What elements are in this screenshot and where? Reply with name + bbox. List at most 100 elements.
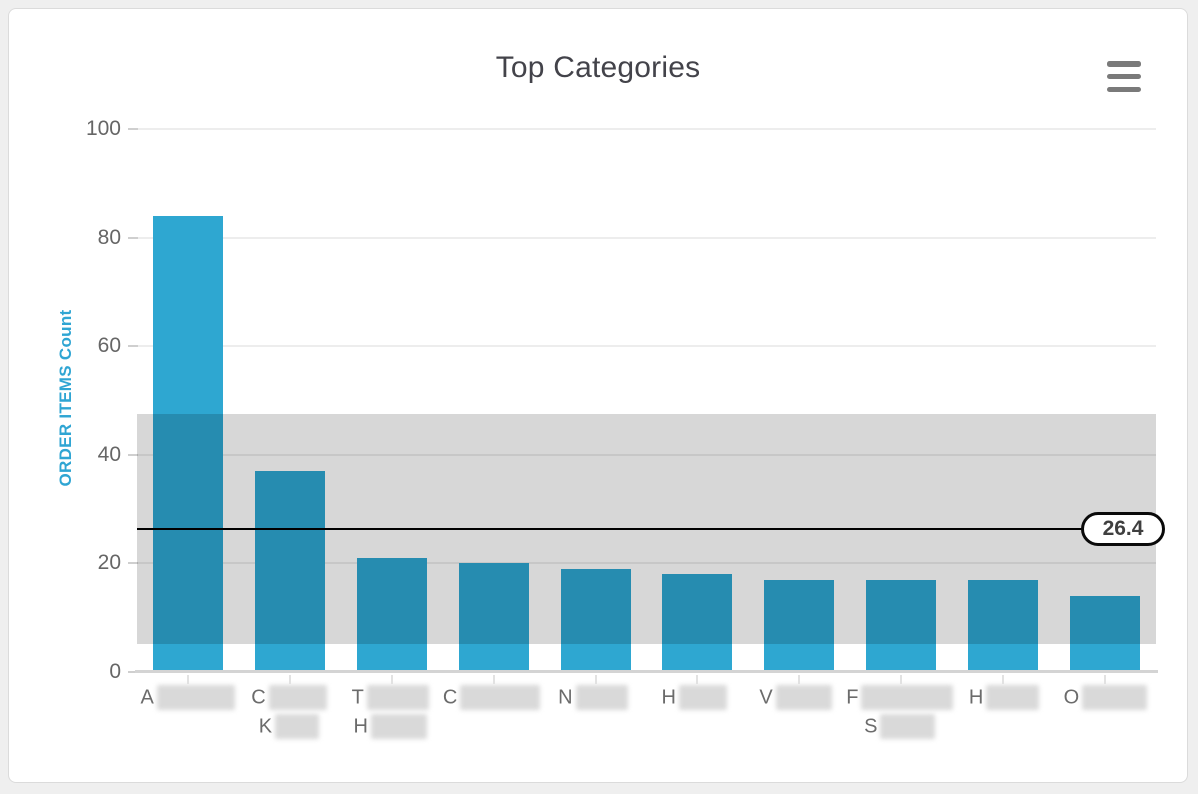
category-label-text: K [258, 715, 273, 738]
bar[interactable] [458, 563, 529, 672]
category-label: N [542, 683, 643, 740]
y-tick-label: 80 [97, 225, 121, 249]
x-tick-mark [390, 675, 393, 684]
category-label-text: H [661, 686, 676, 709]
y-tick-label: 60 [97, 334, 121, 358]
category-label-line: T [340, 683, 441, 712]
bar[interactable] [152, 215, 223, 672]
category-label-text: T [351, 686, 364, 709]
hamburger-bar [1107, 86, 1141, 92]
bar[interactable] [1070, 595, 1141, 672]
category-label-text: A [140, 686, 154, 709]
bar[interactable] [764, 579, 835, 672]
redaction-box [268, 685, 327, 711]
bar-slot [545, 129, 647, 672]
category-label-line: C [441, 683, 542, 712]
y-tick-mark [128, 128, 138, 130]
bar-slot [137, 129, 239, 672]
hamburger-bar [1107, 73, 1141, 80]
category-label-text: V [759, 686, 773, 709]
x-tick-mark [186, 675, 189, 684]
category-label-line: A [137, 683, 238, 712]
redaction-box [366, 685, 429, 711]
bar[interactable] [560, 568, 631, 672]
category-label-text: F [846, 686, 859, 709]
bar[interactable] [866, 579, 937, 672]
bars-container [137, 129, 1156, 672]
y-tick-mark [128, 671, 138, 673]
redaction-box [678, 685, 727, 711]
x-tick-mark [1104, 675, 1107, 684]
category-label: C [441, 683, 542, 740]
category-label-line: H [340, 712, 441, 741]
x-tick-mark [798, 675, 801, 684]
grid-line [137, 562, 1156, 565]
category-label-text: H [968, 686, 984, 709]
bar-slot [239, 129, 341, 672]
category-label-text: C [251, 686, 266, 709]
x-tick-mark [492, 675, 495, 684]
x-tick-mark [288, 675, 291, 684]
redaction-box [986, 685, 1040, 711]
bar[interactable] [968, 579, 1039, 672]
redaction-box [371, 713, 427, 739]
redaction-box [460, 685, 541, 711]
category-label-line: S [846, 712, 953, 741]
redaction-box [1082, 685, 1148, 711]
redaction-box [575, 685, 628, 711]
y-tick-label: 0 [109, 660, 121, 683]
y-tick-mark [128, 345, 138, 348]
category-label-line: N [542, 683, 643, 712]
category-label-text: S [864, 715, 878, 738]
category-label: A [137, 683, 238, 740]
category-label-text: H [353, 715, 368, 738]
category-label-line: C [238, 683, 339, 712]
mean-line [137, 527, 1156, 531]
y-tick-label: 20 [97, 551, 121, 575]
redaction-box [156, 685, 235, 711]
bar-slot [748, 129, 850, 672]
category-label: H [644, 683, 745, 740]
plot-area: 0 20 40 60 80 100 26.4 [86, 117, 1165, 684]
x-tick-mark [594, 675, 597, 684]
grid-line [137, 453, 1156, 456]
hamburger-bar [1107, 61, 1141, 67]
bar-slot [1054, 129, 1156, 672]
chart-title: Top Categories [495, 51, 701, 84]
bar[interactable] [254, 471, 325, 672]
category-label-line: O [1055, 683, 1156, 712]
y-tick-label: 100 [85, 117, 121, 140]
redaction-box [775, 685, 832, 711]
redaction-box [275, 713, 320, 739]
mean-value-badge[interactable]: 26.4 [1081, 511, 1165, 546]
bar[interactable] [662, 574, 733, 672]
bar[interactable] [356, 557, 427, 672]
redaction-box [861, 685, 954, 711]
bar-slot [443, 129, 545, 672]
category-label: H [953, 683, 1054, 740]
redaction-box [880, 713, 936, 739]
category-label-text: N [558, 686, 573, 709]
bar-slot [850, 129, 952, 672]
category-label-line: H [953, 683, 1054, 712]
category-label-text: C [442, 686, 458, 709]
category-label: V [745, 683, 846, 740]
category-label-text: O [1063, 686, 1080, 709]
grid-line [137, 236, 1156, 239]
y-tick-mark [128, 453, 138, 456]
x-tick-mark [696, 675, 699, 684]
x-tick-mark [1002, 675, 1005, 684]
bar-slot [952, 129, 1054, 672]
hamburger-menu-icon[interactable] [1107, 61, 1143, 92]
mean-value-label: 26.4 [1102, 516, 1144, 540]
category-label-line: H [644, 683, 745, 712]
grid-line [137, 345, 1156, 348]
bar-slot [341, 129, 443, 672]
category-label-line: F [846, 683, 954, 712]
category-label-line: K [238, 712, 339, 741]
